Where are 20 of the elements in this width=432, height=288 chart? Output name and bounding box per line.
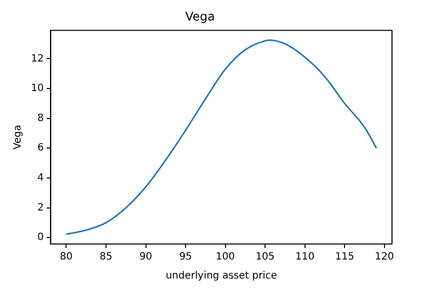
y-tick-label: 10 bbox=[30, 83, 44, 94]
x-tick-label: 95 bbox=[179, 252, 192, 263]
x-tick-label: 105 bbox=[256, 252, 275, 263]
x-axis-title: underlying asset price bbox=[166, 270, 278, 282]
x-tick-label: 100 bbox=[216, 252, 235, 263]
x-tick-label: 90 bbox=[139, 252, 152, 263]
x-tick-label: 110 bbox=[295, 252, 314, 263]
x-tick-label: 115 bbox=[335, 252, 354, 263]
y-tick-label: 2 bbox=[37, 202, 44, 214]
y-tick-label: 8 bbox=[37, 112, 44, 124]
x-tick-label: 85 bbox=[100, 252, 112, 263]
y-tick-label: 6 bbox=[37, 142, 44, 154]
y-tick-label: 0 bbox=[37, 232, 44, 244]
chart-title: Vega bbox=[185, 9, 215, 24]
x-tick-label: 120 bbox=[374, 252, 394, 263]
y-tick-label: 12 bbox=[30, 53, 44, 64]
y-axis-title: Vega bbox=[12, 124, 24, 150]
x-tick-label: 80 bbox=[60, 252, 73, 263]
line-series bbox=[65, 39, 378, 236]
y-tick-label: 4 bbox=[37, 172, 44, 184]
